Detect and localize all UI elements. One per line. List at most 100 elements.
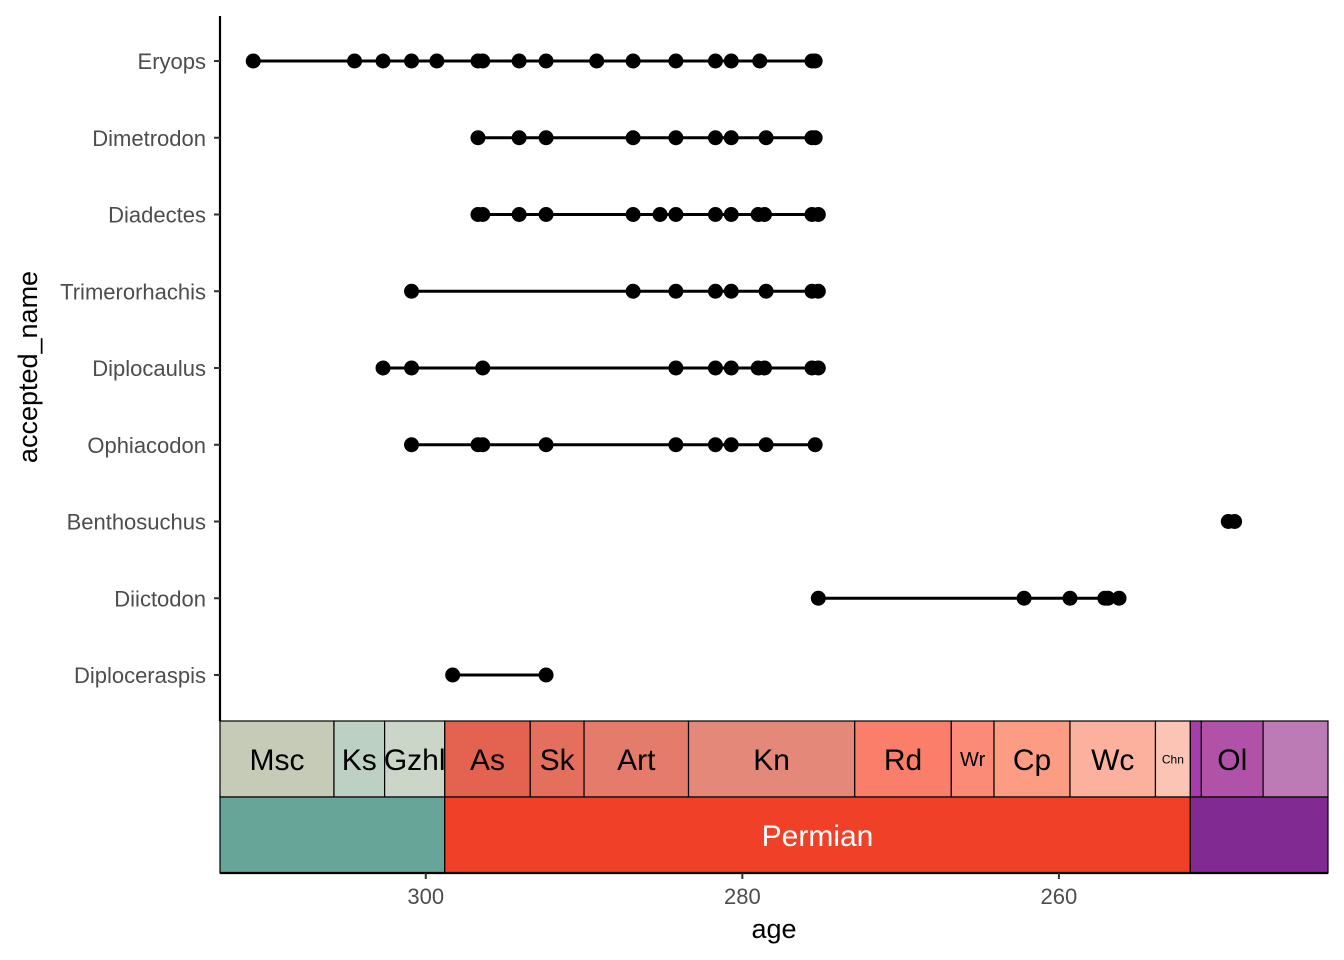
stage-label: Msc [249, 744, 304, 777]
stage-box [333, 720, 386, 798]
stage-label: Cp [1013, 744, 1051, 777]
x-axis-title: age [751, 914, 796, 944]
data-point [625, 283, 641, 299]
data-point [723, 283, 739, 299]
data-point [1111, 590, 1127, 606]
stage-box [1154, 720, 1191, 798]
data-point [445, 667, 461, 683]
data-point [723, 207, 739, 222]
stage-box [1200, 720, 1264, 798]
data-point [538, 667, 554, 683]
y-axis-title: accepted_name [13, 271, 43, 463]
data-point [807, 437, 823, 453]
data-point [475, 53, 491, 69]
data-point [810, 283, 826, 299]
stage-box [1262, 720, 1329, 798]
y-tick-label: Diploceraspis [74, 663, 206, 688]
data-point [723, 360, 739, 376]
y-tick-label: Trimerorhachis [60, 279, 206, 304]
data-point [475, 360, 491, 376]
stage-label: Wr [960, 749, 986, 771]
data-point [538, 437, 554, 453]
data-points [245, 53, 1243, 683]
stage-box [1189, 720, 1202, 798]
data-point [723, 437, 739, 453]
stage-label: Gzhl [384, 744, 446, 777]
data-point [758, 437, 774, 453]
period-box [219, 796, 446, 874]
data-point [758, 283, 774, 299]
stage-box [529, 720, 585, 798]
data-point [707, 437, 723, 453]
data-point [752, 53, 768, 69]
data-point [470, 130, 486, 146]
data-point [668, 53, 684, 69]
data-point [668, 283, 684, 299]
data-point [707, 207, 723, 222]
data-point [538, 207, 554, 222]
data-point [1062, 590, 1078, 606]
period-label: Permian [762, 820, 874, 853]
data-point [538, 53, 554, 69]
data-point [668, 207, 684, 222]
stage-label: Chn [1162, 752, 1184, 766]
stage-label: Rd [884, 744, 922, 777]
data-point [652, 207, 668, 222]
y-tick-label: Diplocaulus [92, 356, 206, 381]
data-point [511, 53, 527, 69]
data-point [810, 360, 826, 376]
data-point [707, 360, 723, 376]
y-axis: Eryops Dimetrodon Diadectes Trimerorhachis D… [60, 16, 222, 721]
data-point [245, 53, 261, 69]
data-point [1016, 590, 1032, 606]
period-box [444, 796, 1191, 874]
data-point [707, 53, 723, 69]
data-point [404, 437, 420, 453]
data-point [589, 53, 605, 69]
x-tick-label: 280 [724, 884, 761, 909]
stage-box [1069, 720, 1157, 798]
stage-label: Wc [1091, 744, 1134, 777]
data-point [511, 130, 527, 146]
y-tick-label: Ophiacodon [87, 433, 206, 458]
period-box [1189, 796, 1329, 874]
data-point [1100, 590, 1116, 606]
data-point [807, 53, 823, 69]
data-point [668, 437, 684, 453]
data-point [625, 130, 641, 146]
data-point [375, 53, 391, 69]
data-point [429, 53, 445, 69]
geologic-timescale: Msc Ks Gzhl As Sk Art Kn Rd Wr Cp Wc Chn Ol Permian [219, 720, 1329, 874]
data-point [404, 283, 420, 299]
stage-box [384, 720, 446, 798]
data-point [668, 360, 684, 376]
stage-label: Art [617, 744, 656, 777]
y-tick-label: Dimetrodon [92, 126, 206, 151]
y-tick-label: Eryops [138, 49, 206, 74]
stage-label: Ol [1217, 744, 1247, 777]
data-point [1227, 514, 1243, 529]
data-point [347, 53, 363, 69]
stage-box [583, 720, 690, 798]
data-point [538, 130, 554, 146]
data-point [723, 53, 739, 69]
data-point [475, 207, 491, 222]
data-point [757, 360, 773, 376]
y-tick-label: Diictodon [114, 586, 206, 611]
y-tick-label: Benthosuchus [67, 510, 206, 535]
data-point [475, 437, 491, 453]
data-point [707, 283, 723, 299]
y-tick-label: Diadectes [108, 203, 206, 228]
data-point [511, 207, 527, 222]
range-lines [253, 59, 1235, 677]
data-point [404, 53, 420, 69]
data-point [810, 207, 826, 222]
data-point [625, 53, 641, 69]
stage-box [854, 720, 952, 798]
x-axis: 300 280 260 [220, 871, 1328, 909]
x-tick-label: 300 [407, 884, 444, 909]
data-point [375, 360, 391, 376]
stage-box [444, 720, 531, 798]
stage-label: As [470, 744, 505, 777]
